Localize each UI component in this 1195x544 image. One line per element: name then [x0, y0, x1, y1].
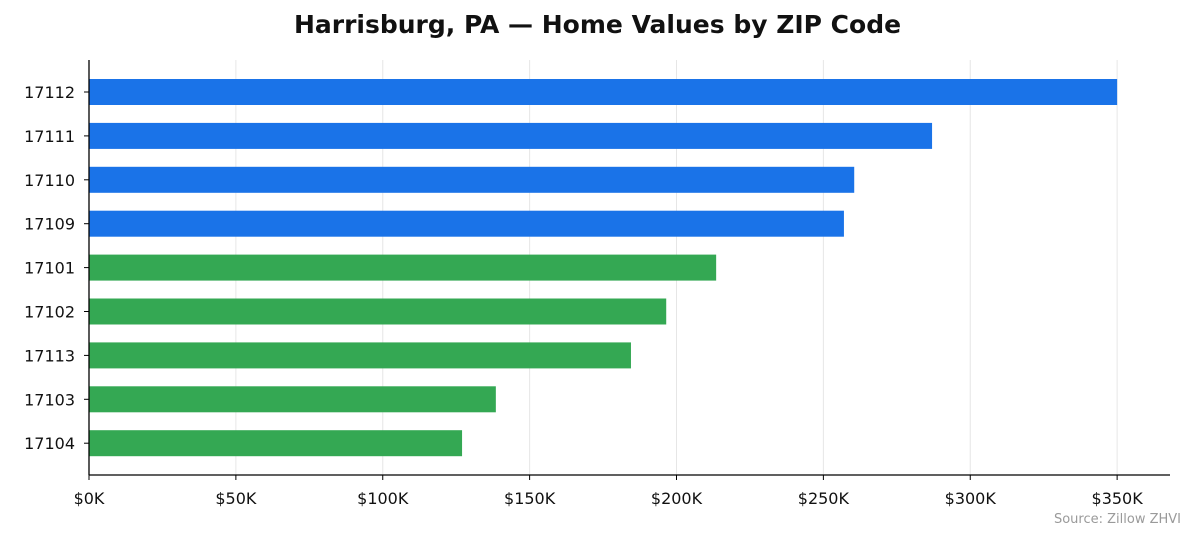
x-tick-label: $100K [357, 489, 409, 508]
source-note: Source: Zillow ZHVI [1053, 512, 1181, 527]
bar-17109 [89, 210, 844, 237]
x-tick-label: $150K [504, 489, 556, 508]
y-tick-label: 17113 [24, 346, 75, 365]
x-tick-label: $350K [1092, 489, 1144, 508]
bar-17101 [89, 254, 717, 281]
x-tick-label: $50K [215, 489, 257, 508]
bars [89, 79, 1118, 457]
x-tick-label: $250K [798, 489, 850, 508]
x-axis-ticks: $0K $50K $100K $150K $200K $250K $300K $350K [74, 475, 1144, 508]
x-tick-label: $0K [74, 489, 105, 508]
y-tick-label: 17109 [24, 215, 75, 234]
y-tick-label: 17112 [24, 83, 75, 102]
y-tick-label: 17104 [24, 434, 75, 453]
y-tick-label: 17103 [24, 390, 75, 409]
y-tick-label: 17102 [24, 303, 75, 322]
bar-17103 [89, 386, 496, 413]
bar-17104 [89, 430, 463, 457]
x-tick-label: $200K [651, 489, 703, 508]
y-tick-label: 17110 [24, 171, 75, 190]
bar-17112 [89, 79, 1118, 105]
x-tick-label: $300K [945, 489, 997, 508]
bar-17111 [89, 122, 933, 149]
y-axis-ticks: 17112 17111 17110 17109 17101 17102 17113 17103… [24, 83, 89, 453]
bar-17113 [89, 342, 631, 369]
y-tick-label: 17111 [24, 127, 75, 146]
bar-17102 [89, 298, 667, 325]
y-tick-label: 17101 [24, 259, 75, 278]
chart-title: Harrisburg, PA — Home Values by ZIP Code [293, 10, 902, 39]
bar-17110 [89, 166, 855, 193]
